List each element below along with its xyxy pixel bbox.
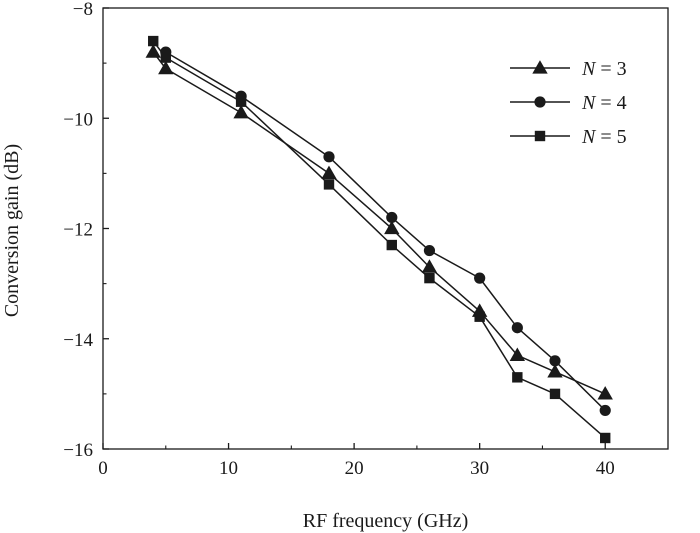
legend-value: = 5 [595, 126, 626, 148]
data-point-square [148, 35, 159, 47]
legend-label: N = 3 [581, 58, 627, 80]
data-point-circle [599, 404, 611, 417]
data-point-square [474, 311, 485, 322]
series-line [152, 40, 606, 439]
y-tick-label: −14 [63, 330, 93, 351]
data-point-square [160, 52, 171, 63]
legend-marker-square [534, 130, 546, 142]
data-point-square [235, 96, 247, 107]
legend: N = 3N = 4N = 5 [510, 58, 627, 148]
data-point-triangle [321, 165, 337, 180]
data-point-circle [423, 244, 436, 257]
legend-item: N = 4 [510, 92, 627, 114]
data-point-circle [386, 211, 398, 224]
legend-item: N = 3 [510, 58, 627, 80]
x-tick-label: 30 [470, 458, 489, 479]
legend-variable: N [581, 92, 597, 114]
y-tick-label: −8 [73, 0, 93, 20]
data-point-circle [549, 355, 561, 367]
legend-variable: N [581, 126, 597, 148]
x-tick-label: 40 [596, 458, 615, 479]
data-point-triangle [597, 386, 613, 400]
legend-marker-circle [534, 96, 546, 108]
data-point-triangle [233, 104, 249, 119]
series-circle [160, 46, 611, 417]
data-point-square [386, 239, 397, 251]
data-point-triangle [547, 364, 563, 378]
series-square [148, 35, 611, 444]
x-tick-label: 0 [98, 458, 108, 479]
y-axis-label: Conversion gain (dB) [1, 144, 23, 317]
y-tick-label: −12 [63, 220, 93, 241]
data-point-triangle [158, 60, 174, 75]
series-line [152, 51, 606, 395]
x-tick-label: 10 [219, 458, 238, 479]
data-point-square [549, 388, 561, 400]
legend-label: N = 5 [581, 126, 627, 148]
legend-label: N = 4 [581, 92, 627, 114]
series-triangle [145, 44, 613, 400]
data-point-triangle [421, 259, 438, 273]
data-point-circle [323, 151, 335, 163]
legend-value: = 3 [595, 58, 626, 80]
data-point-triangle [509, 347, 526, 361]
legend-marker-triangle [532, 60, 548, 74]
y-tick-label: −10 [63, 109, 93, 130]
data-point-circle [474, 272, 486, 284]
data-point-square [600, 432, 611, 444]
data-point-triangle [145, 44, 161, 58]
data-point-square [424, 272, 435, 284]
legend-variable: N [581, 58, 597, 80]
y-tick-label: −16 [63, 440, 93, 461]
data-point-square [512, 372, 523, 383]
legend-value: = 4 [595, 92, 626, 114]
data-point-square [323, 179, 335, 190]
x-axis-label: RF frequency (GHz) [303, 510, 469, 532]
data-point-circle [511, 322, 523, 334]
x-tick-label: 20 [345, 458, 364, 479]
data-point-triangle [384, 220, 400, 235]
legend-item: N = 5 [510, 126, 627, 148]
